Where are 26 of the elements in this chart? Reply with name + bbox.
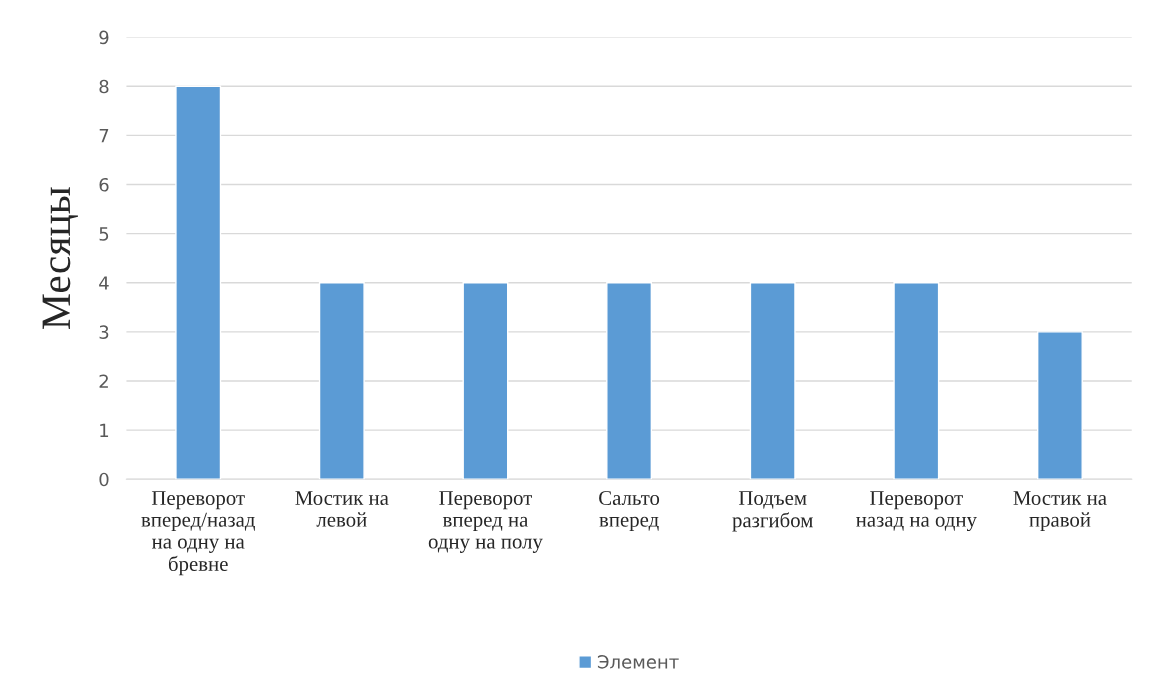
y-tick-label: 9 (99, 30, 109, 45)
x-tick-label: Мостик на правой (1013, 491, 1107, 532)
y-tick-label: 7 (99, 129, 109, 143)
x-tick-label: Мостик на левой (295, 491, 389, 527)
bar (606, 282, 653, 480)
y-tick-label: 2 (99, 374, 108, 388)
legend-label: Элемент (597, 654, 679, 669)
bar (1036, 331, 1083, 480)
bar (462, 282, 509, 480)
y-tick-label: 1 (100, 423, 109, 437)
bar (749, 282, 796, 480)
y-axis-title: Месяцы (42, 187, 78, 329)
x-tick-label: Переворот назад на одну (856, 491, 977, 532)
y-tick-label: 4 (99, 276, 109, 290)
x-tick-label: Переворот вперед/назад на одну на бревне (141, 491, 255, 576)
bar (175, 85, 222, 480)
x-tick-label: Подъем разгибом (732, 491, 813, 532)
x-tick-label: Сальто вперед (599, 491, 660, 532)
y-tick-label: 8 (99, 79, 109, 94)
x-tick-label: Переворот вперед на одну на полу (428, 491, 543, 553)
y-tick-label: 6 (99, 177, 109, 192)
bar (318, 282, 365, 480)
y-tick-label: 5 (99, 227, 109, 241)
bar (893, 282, 940, 480)
y-tick-label: 3 (99, 325, 109, 339)
y-tick-label: 0 (99, 472, 109, 487)
